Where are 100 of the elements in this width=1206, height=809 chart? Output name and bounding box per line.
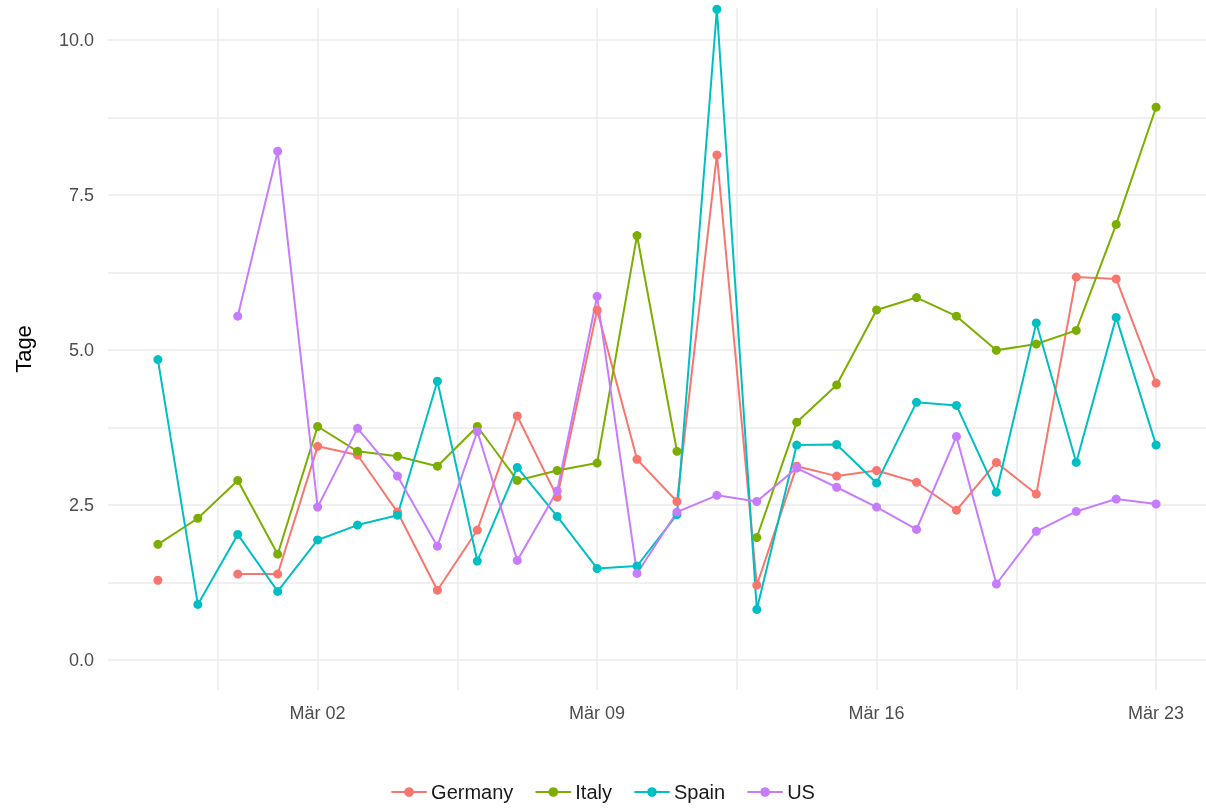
y-axis-title: Tage xyxy=(10,325,36,373)
point xyxy=(472,525,482,535)
y-tick-label: 5.0 xyxy=(68,340,94,361)
point xyxy=(153,539,163,549)
point xyxy=(912,477,922,487)
point xyxy=(512,411,522,421)
point xyxy=(392,471,402,481)
point xyxy=(552,466,562,476)
point xyxy=(512,555,522,565)
point xyxy=(273,569,283,579)
point xyxy=(1151,499,1161,509)
point xyxy=(951,400,961,410)
x-tick-label: Mär 02 xyxy=(289,703,346,723)
point xyxy=(193,599,203,609)
point xyxy=(872,305,882,315)
y-tick-label: 7.5 xyxy=(68,185,94,206)
point xyxy=(632,231,642,241)
point xyxy=(193,513,203,523)
point xyxy=(792,440,802,450)
point xyxy=(1111,219,1121,229)
point xyxy=(512,475,522,485)
point xyxy=(712,490,722,500)
point xyxy=(233,311,243,321)
point xyxy=(632,568,642,578)
y-tick-label: 10.0 xyxy=(58,30,94,51)
point xyxy=(912,524,922,534)
point xyxy=(432,541,442,551)
point xyxy=(592,458,602,468)
legend-label: Germany xyxy=(431,781,514,803)
point xyxy=(472,556,482,566)
point xyxy=(1111,312,1121,322)
point xyxy=(1111,274,1121,284)
point xyxy=(472,426,482,436)
point xyxy=(912,397,922,407)
point xyxy=(752,604,762,614)
point xyxy=(592,563,602,573)
point xyxy=(752,497,762,507)
point xyxy=(832,471,842,481)
point xyxy=(313,422,323,431)
point xyxy=(233,475,243,485)
point xyxy=(951,311,961,321)
point xyxy=(353,520,363,530)
x-tick-label: Mär 16 xyxy=(848,703,905,723)
point xyxy=(991,345,1001,355)
point xyxy=(233,569,243,579)
point xyxy=(273,549,283,559)
point xyxy=(592,291,602,301)
point xyxy=(1111,494,1121,504)
legend-label: Italy xyxy=(575,781,612,803)
point xyxy=(752,532,762,542)
point xyxy=(872,478,882,488)
point xyxy=(313,535,323,545)
point xyxy=(512,462,522,472)
point xyxy=(712,4,722,14)
point xyxy=(832,439,842,449)
point xyxy=(313,441,323,451)
point xyxy=(1151,378,1161,388)
point xyxy=(951,431,961,441)
point xyxy=(1151,440,1161,450)
point xyxy=(1071,506,1081,516)
point xyxy=(592,305,602,315)
point xyxy=(872,502,882,512)
legend-label: US xyxy=(787,781,815,803)
point xyxy=(432,376,442,386)
point xyxy=(432,461,442,471)
point xyxy=(1031,489,1041,499)
point xyxy=(1031,526,1041,536)
point xyxy=(392,451,402,461)
x-tick-label: Mär 09 xyxy=(569,703,626,723)
point xyxy=(353,423,363,433)
point xyxy=(792,417,802,427)
point xyxy=(353,446,363,456)
point xyxy=(552,486,562,496)
point xyxy=(912,293,922,303)
point xyxy=(1031,318,1041,328)
point xyxy=(951,505,961,515)
point xyxy=(552,511,562,521)
point xyxy=(872,466,882,476)
point xyxy=(832,380,842,390)
y-tick-label: 2.5 xyxy=(68,495,94,516)
point xyxy=(672,446,682,456)
point xyxy=(712,150,722,160)
y-tick-label: 0.0 xyxy=(68,650,94,671)
legend-label: Spain xyxy=(674,781,726,803)
point xyxy=(991,579,1001,589)
point xyxy=(1071,272,1081,282)
point xyxy=(153,355,163,365)
point xyxy=(1071,325,1081,335)
point xyxy=(832,482,842,492)
point xyxy=(752,580,762,590)
x-tick-label: Mär 23 xyxy=(1128,703,1185,723)
point xyxy=(1071,457,1081,467)
point xyxy=(273,146,283,156)
point xyxy=(632,454,642,464)
point xyxy=(432,585,442,595)
point xyxy=(153,575,163,585)
point xyxy=(273,586,283,596)
point xyxy=(1031,339,1041,349)
point xyxy=(233,529,243,539)
point xyxy=(991,457,1001,467)
